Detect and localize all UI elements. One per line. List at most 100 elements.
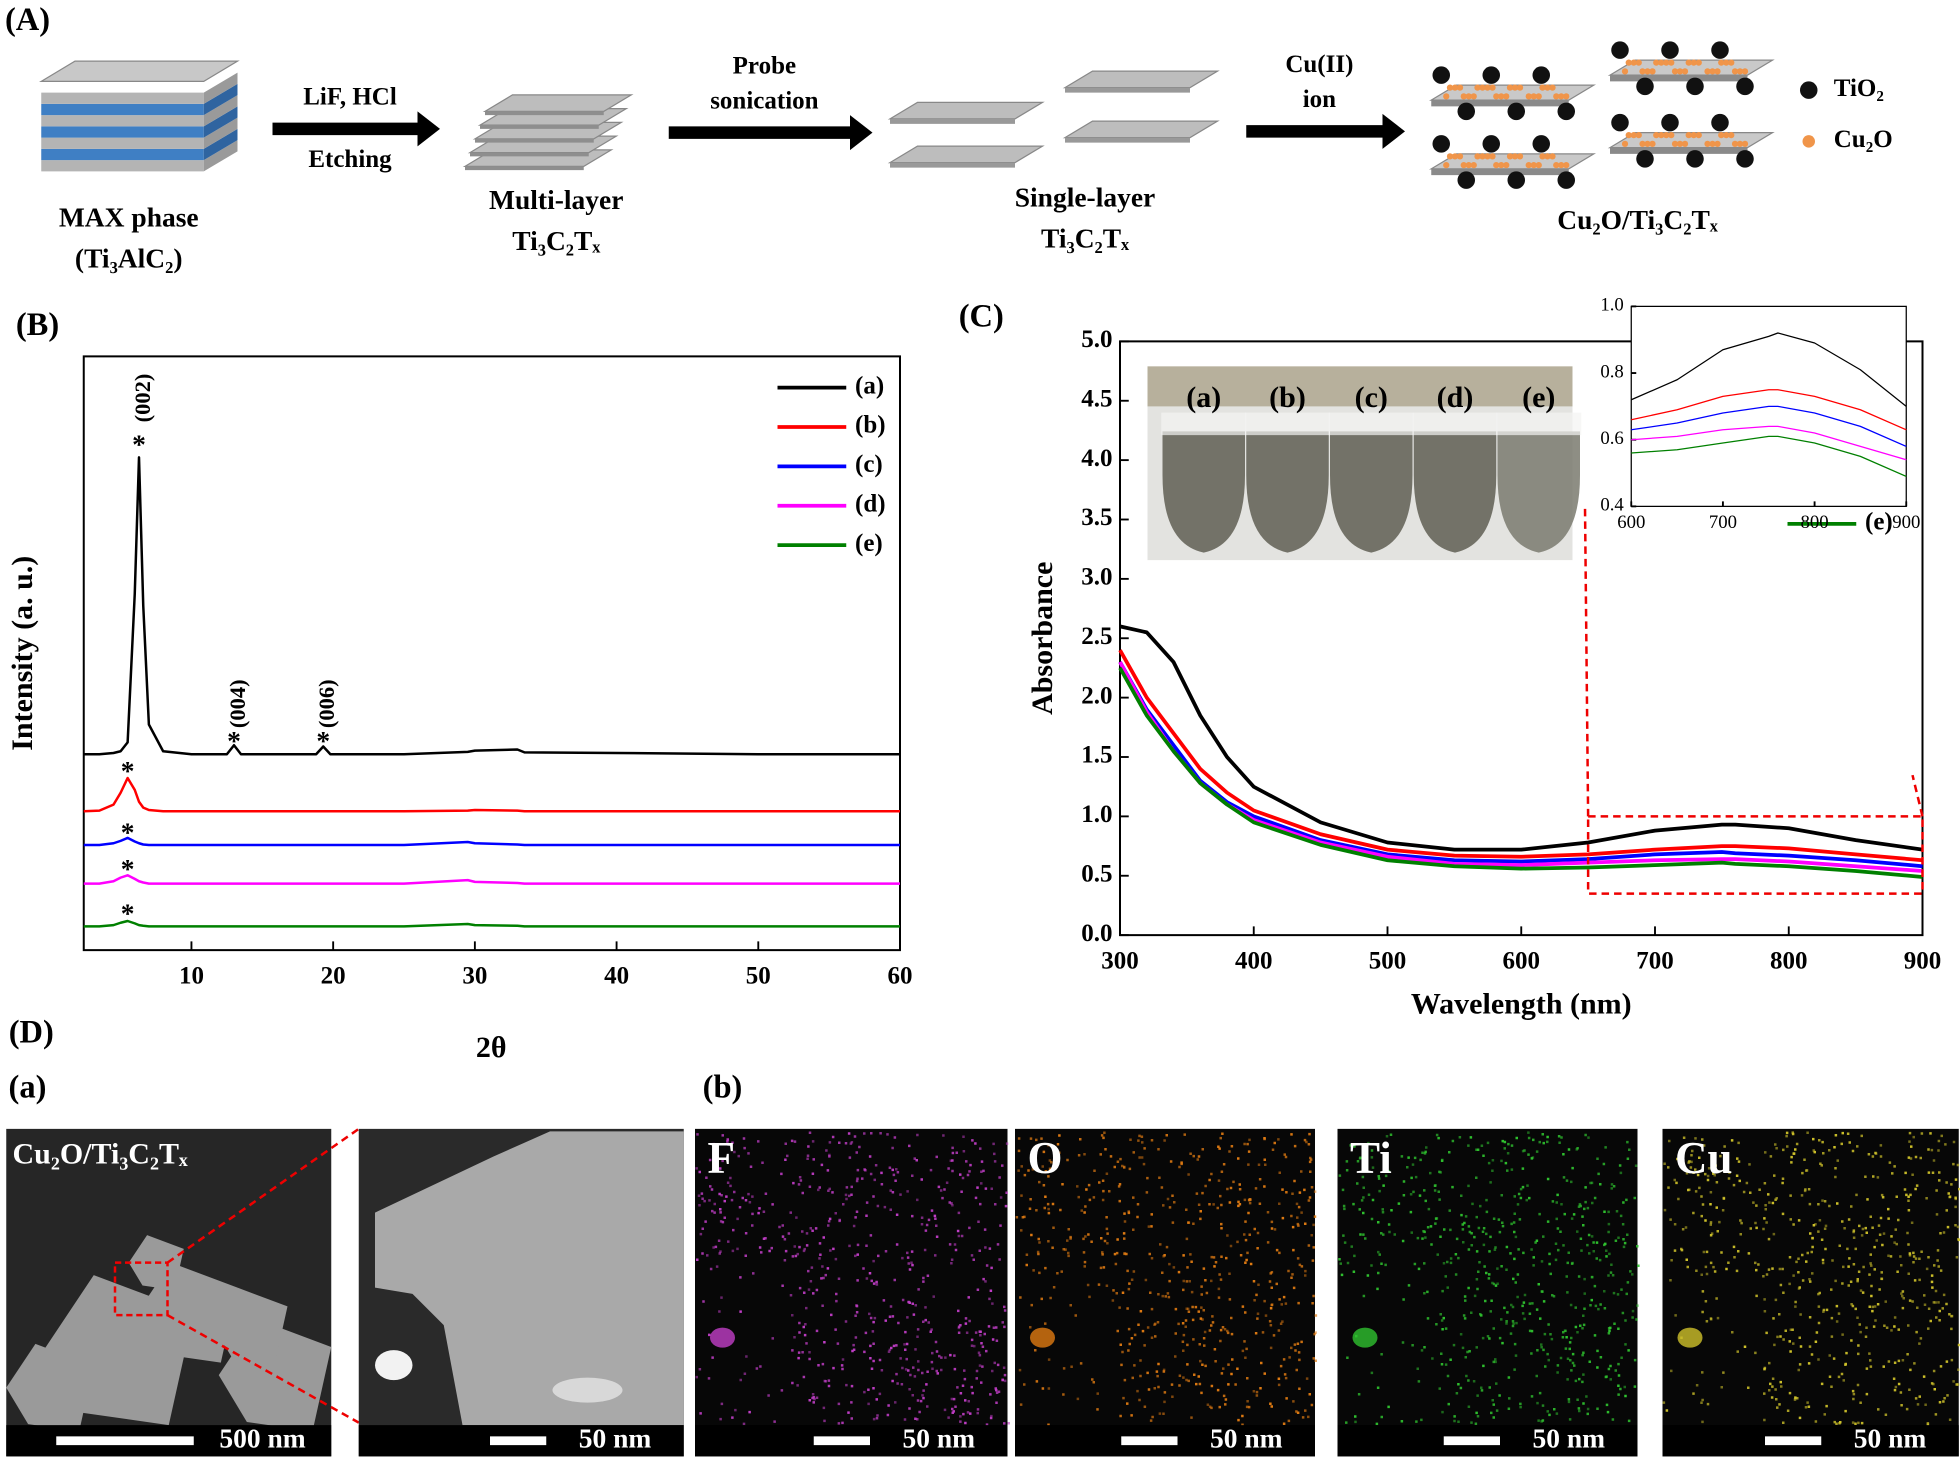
eds-signal <box>1161 1294 1164 1298</box>
eds-signal <box>1633 1196 1636 1200</box>
cu2o-particle <box>1731 68 1739 75</box>
eds-signal <box>1887 1254 1890 1257</box>
eds-signal <box>1197 1203 1201 1206</box>
eds-signal <box>1807 1362 1811 1365</box>
eds-signal <box>1149 1291 1152 1294</box>
eds-signal <box>1662 1401 1666 1404</box>
eds-signal <box>1606 1410 1610 1414</box>
eds-signal <box>727 1240 730 1243</box>
eds-signal <box>1444 1327 1448 1330</box>
eds-signal <box>1307 1415 1310 1419</box>
eds-signal <box>1380 1232 1383 1235</box>
eds-signal <box>1887 1360 1891 1363</box>
eds-signal <box>1701 1398 1704 1402</box>
eds-signal <box>1305 1140 1308 1144</box>
eds-signal <box>1899 1255 1902 1258</box>
eds-signal <box>1900 1292 1903 1295</box>
eds-signal <box>1596 1407 1599 1410</box>
eds-signal <box>1082 1237 1085 1241</box>
eds-signal <box>1581 1215 1584 1218</box>
eds-signal <box>1740 1221 1743 1225</box>
eds-signal <box>1362 1196 1365 1199</box>
eds-signal <box>1592 1250 1595 1253</box>
eds-signal <box>1593 1334 1597 1337</box>
eds-signal <box>1669 1218 1672 1221</box>
eds-signal <box>1578 1377 1581 1381</box>
eds-signal <box>1088 1198 1092 1202</box>
eds-signal <box>1852 1263 1856 1266</box>
eds-signal <box>1171 1395 1174 1398</box>
eds-signal <box>1629 1270 1632 1273</box>
eds-signal <box>1041 1387 1045 1390</box>
eds-signal <box>1553 1408 1556 1411</box>
eds-signal <box>1307 1199 1311 1202</box>
eds-signal <box>854 1254 857 1258</box>
eds-signal <box>1579 1204 1582 1208</box>
eds-signal <box>1133 1333 1137 1337</box>
eds-signal <box>1540 1420 1543 1423</box>
eds-signal <box>993 1361 996 1365</box>
eds-signal <box>1865 1367 1869 1370</box>
arrow-label: LiF, HCl <box>303 84 397 111</box>
cu2o-particle <box>1630 59 1637 66</box>
eds-hotspot <box>710 1327 735 1348</box>
eds-signal <box>1834 1279 1837 1283</box>
eds-signal <box>1884 1300 1887 1303</box>
eds-signal <box>953 1243 957 1246</box>
eds-signal <box>1467 1144 1470 1147</box>
eds-signal <box>1360 1199 1364 1202</box>
eds-signal <box>1556 1371 1559 1374</box>
max-side <box>203 72 238 104</box>
eds-signal <box>1722 1196 1726 1200</box>
eds-signal <box>1165 1245 1169 1249</box>
eds-signal <box>950 1397 954 1401</box>
eds-signal <box>922 1389 925 1392</box>
eds-signal <box>1146 1176 1149 1180</box>
eds-signal <box>1919 1156 1922 1160</box>
eds-signal <box>1284 1302 1288 1305</box>
eds-signal <box>1212 1203 1215 1206</box>
eds-signal <box>1617 1236 1620 1239</box>
eds-signal <box>1851 1421 1855 1424</box>
eds-signal <box>1599 1356 1603 1359</box>
eds-signal <box>796 1252 799 1256</box>
x-tick-label: 300 <box>1101 947 1139 974</box>
panel-label: (a) <box>9 1070 47 1106</box>
data-line <box>1631 405 1907 447</box>
eds-signal <box>1420 1418 1423 1422</box>
eds-signal <box>970 1254 974 1257</box>
eds-signal <box>1206 1403 1210 1406</box>
eds-signal <box>1737 1250 1740 1253</box>
cu2o-particle <box>1474 84 1481 91</box>
eds-signal <box>781 1284 784 1287</box>
eds-signal <box>1091 1378 1094 1381</box>
eds-signal <box>1859 1401 1862 1404</box>
eds-signal <box>805 1306 808 1310</box>
eds-signal <box>978 1330 981 1333</box>
eds-signal <box>1535 1150 1539 1153</box>
eds-signal <box>1353 1254 1356 1258</box>
sheet <box>1062 120 1220 139</box>
eds-signal <box>1576 1398 1579 1401</box>
eds-signal <box>1290 1133 1293 1136</box>
eds-signal <box>1454 1253 1458 1256</box>
eds-signal <box>1771 1201 1775 1205</box>
eds-signal <box>989 1393 992 1396</box>
eds-signal <box>957 1234 961 1238</box>
eds-signal <box>937 1185 941 1189</box>
tio2-particle <box>1636 150 1654 168</box>
eds-signal <box>1860 1234 1864 1237</box>
eds-signal <box>1912 1255 1916 1258</box>
eds-signal <box>699 1412 702 1415</box>
eds-signal <box>1878 1233 1882 1236</box>
eds-signal <box>1419 1158 1422 1162</box>
eds-signal <box>959 1420 962 1423</box>
eds-signal <box>1570 1180 1573 1184</box>
eds-signal <box>1943 1397 1946 1400</box>
eds-signal <box>1019 1403 1023 1406</box>
eds-signal <box>1123 1237 1126 1240</box>
eds-map <box>1662 1128 1959 1457</box>
eds-signal <box>1723 1145 1726 1148</box>
eds-signal <box>1934 1413 1938 1416</box>
eds-signal <box>739 1276 742 1279</box>
